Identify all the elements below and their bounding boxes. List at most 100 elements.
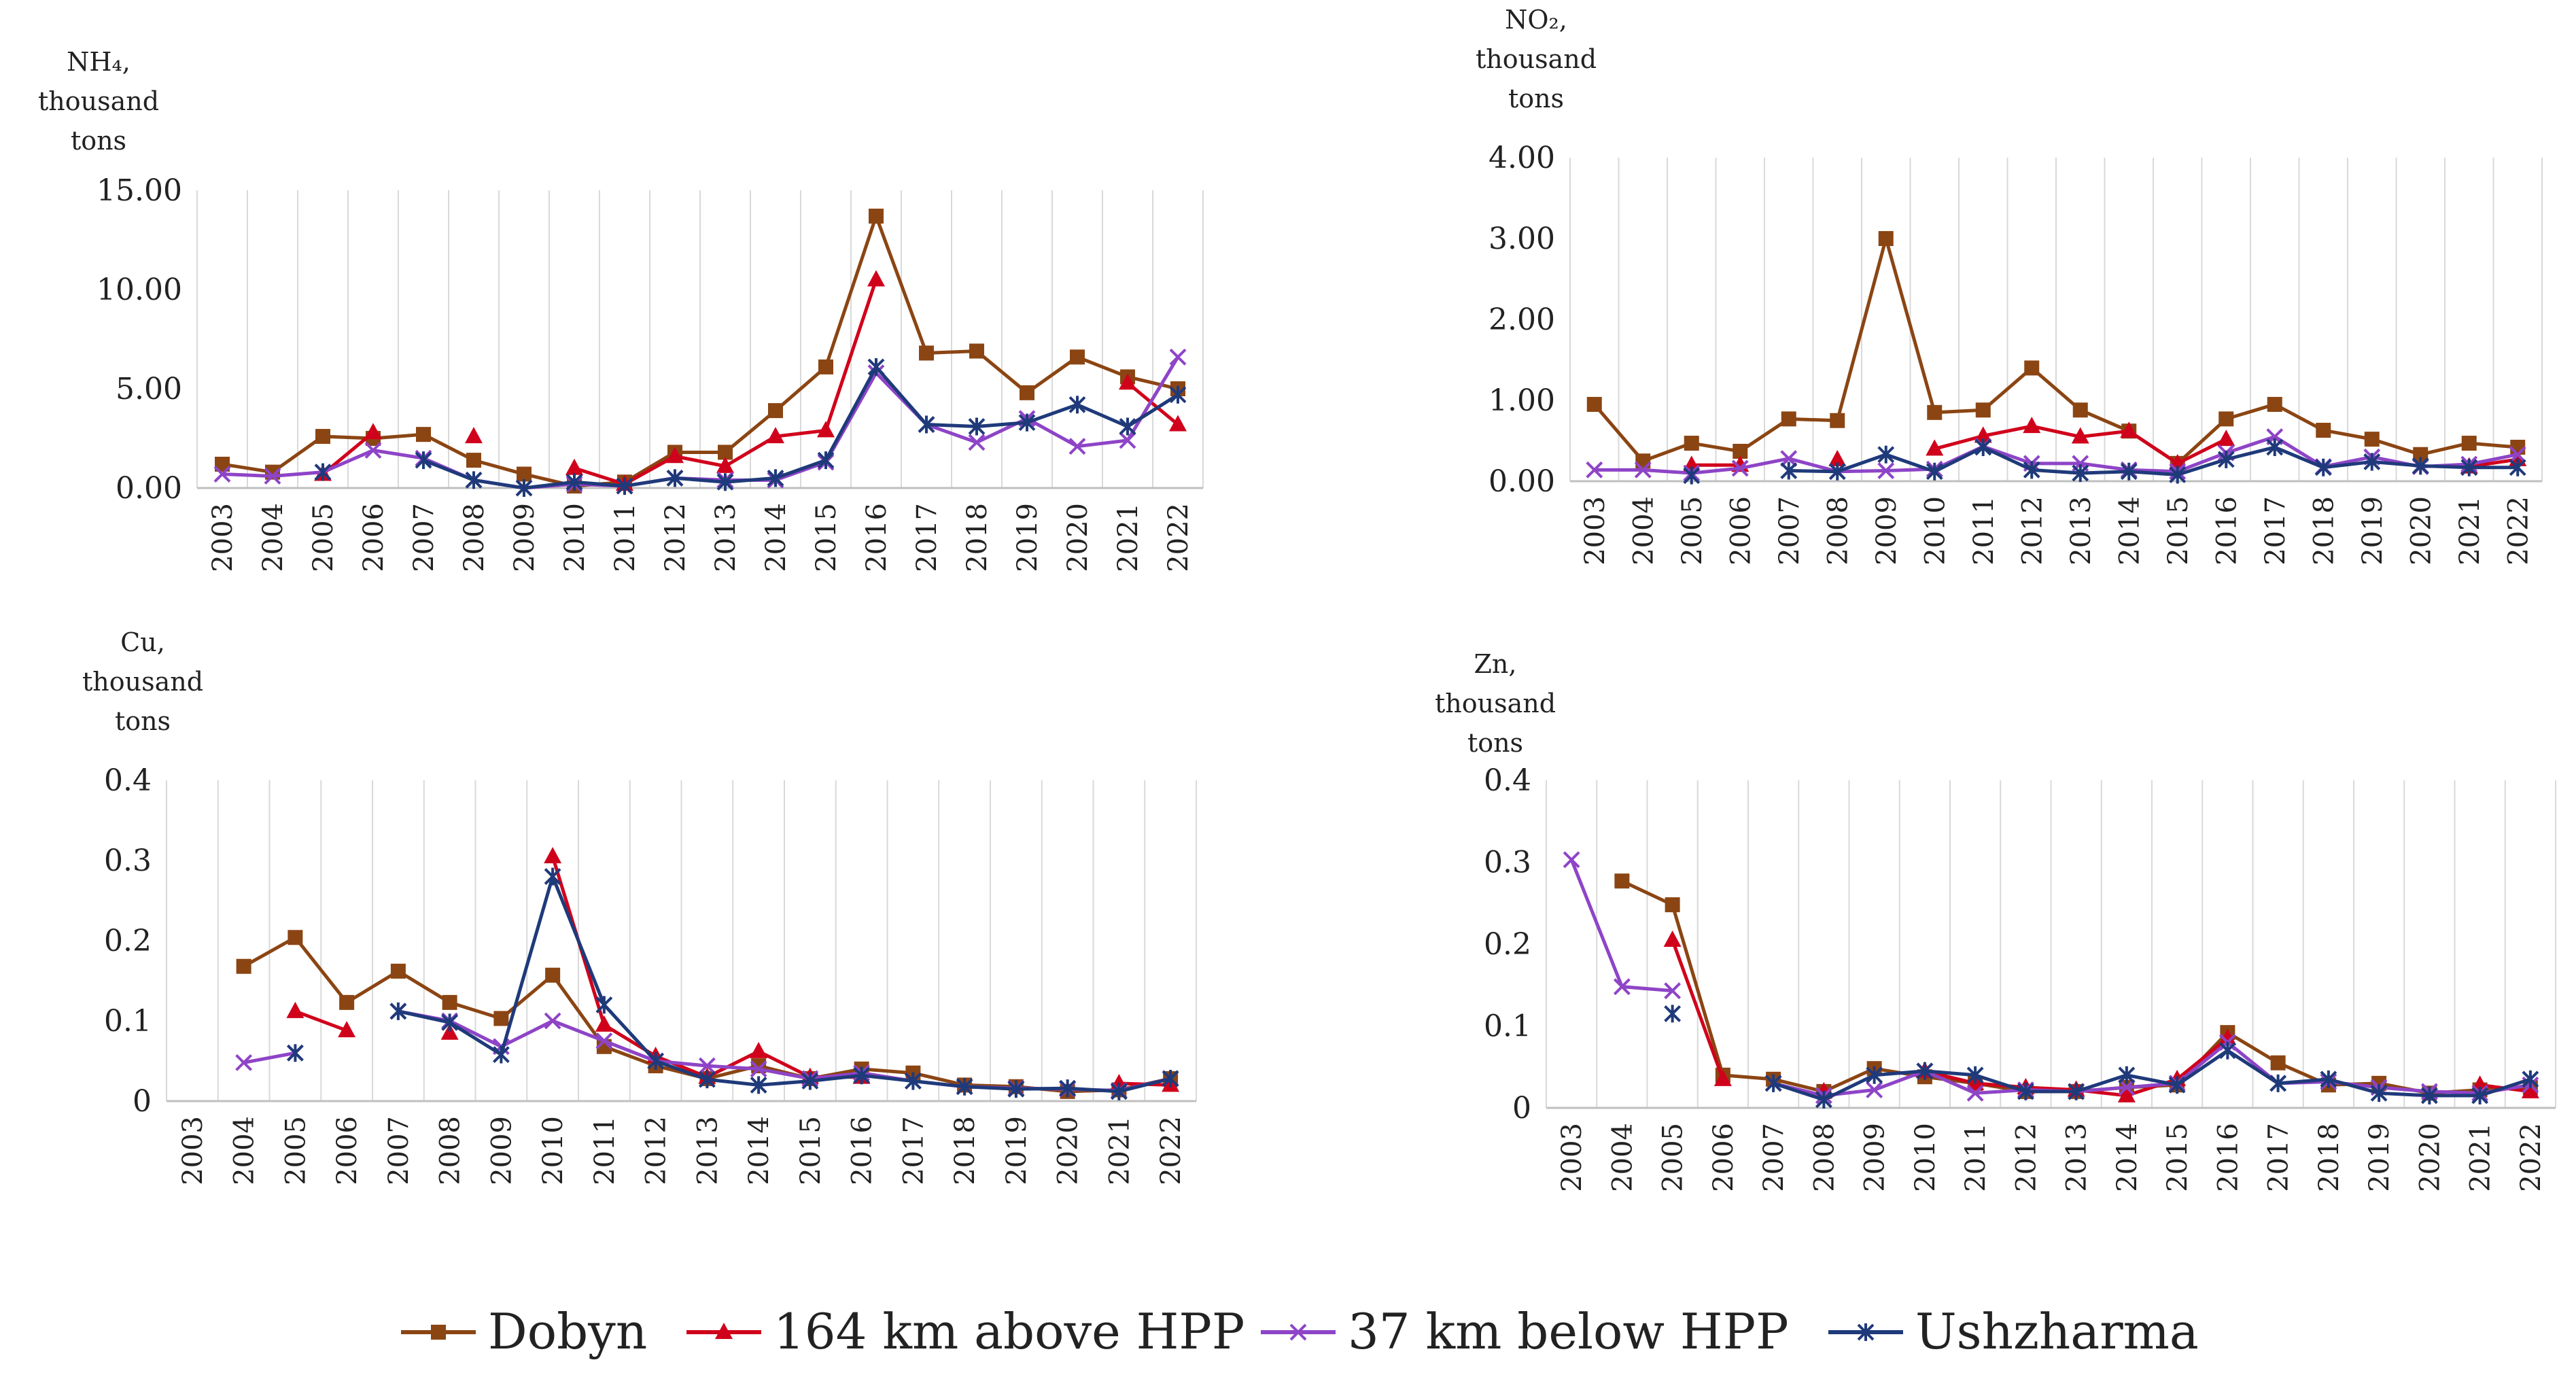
x-tick-label: 2014: [744, 1116, 775, 1185]
data-point: [1007, 1080, 1025, 1098]
x-tick-label: 2020: [2414, 1123, 2446, 1192]
data-point: [2120, 462, 2138, 481]
x-tick-label: 2015: [2162, 1123, 2193, 1192]
series-line-segment: [824, 365, 878, 462]
x-tick-label: 2006: [1725, 496, 1756, 566]
data-point: [853, 1066, 871, 1085]
data-point: [750, 1041, 768, 1058]
series-line-segment: [1075, 402, 1130, 428]
x-tick-label: 2009: [486, 1116, 517, 1185]
data-point: [565, 458, 583, 475]
data-point: [750, 1076, 767, 1094]
y-tick-label: 0.4: [1484, 763, 1531, 798]
series-line-segment: [1822, 1073, 1877, 1102]
x-tick-label: 2015: [795, 1116, 826, 1185]
data-point: [2266, 438, 2284, 457]
data-point: [1586, 396, 1602, 412]
data-point: [698, 1071, 716, 1089]
legend-item: 164 km above HPP: [686, 1303, 1245, 1360]
data-point: [918, 415, 935, 434]
series-line-segment: [773, 428, 828, 438]
series-line-segment: [2224, 402, 2277, 421]
data-point: [1665, 897, 1680, 913]
x-tick-label: 2018: [962, 503, 993, 572]
series-line-segment: [421, 432, 476, 462]
data-point: [1169, 415, 1187, 432]
legend-marker: [431, 1325, 446, 1340]
y-tick-label: 0: [1512, 1091, 1531, 1126]
series-line-segment: [2225, 1049, 2280, 1085]
data-point: [2363, 453, 2381, 471]
series-ushzharma: [314, 358, 1187, 497]
y-tick-label: 0.3: [1484, 846, 1531, 880]
data-point: [390, 963, 406, 979]
data-point: [1020, 385, 1034, 400]
series-line-segment: [271, 470, 325, 478]
data-point: [2169, 466, 2187, 484]
data-point: [215, 456, 230, 472]
series-line-segment: [654, 1059, 709, 1081]
y-tick-label: 0: [133, 1084, 152, 1119]
series-line-segment: [1923, 1069, 1977, 1095]
series-line-segment: [756, 1067, 812, 1081]
data-point: [750, 1060, 767, 1078]
x-tick-label: 2022: [1155, 1116, 1187, 1185]
data-point: [2024, 360, 2040, 376]
series-line-segment: [271, 434, 325, 474]
data-point: [1926, 439, 1944, 456]
x-tick-label: 2003: [1556, 1123, 1588, 1192]
data-point: [595, 1015, 613, 1032]
x-tick-label: 2003: [1580, 496, 1611, 566]
y-tick-label: 0.2: [1484, 927, 1531, 962]
x-tick-label: 2021: [1113, 503, 1144, 572]
series-line-segment: [2125, 1073, 2179, 1087]
data-point: [1974, 426, 1992, 443]
series-line-segment: [2418, 441, 2471, 457]
series-line-segment: [499, 973, 555, 1020]
x-tick-label: 2017: [911, 503, 943, 572]
data-point: [1683, 466, 1701, 485]
series-line-segment: [1671, 938, 1725, 1081]
data-point: [2412, 457, 2429, 475]
series-line-segment: [448, 1000, 503, 1020]
x-tick-label: 2016: [2212, 1123, 2244, 1192]
series-ushzharma: [1664, 1005, 2539, 1109]
data-point: [2320, 1070, 2337, 1088]
data-point: [1713, 1069, 1732, 1086]
series-line-segment: [773, 458, 828, 480]
data-point: [2117, 1085, 2136, 1102]
series-line-segment: [2078, 462, 2131, 472]
data-point: [2168, 1076, 2186, 1094]
series-line-segment: [1822, 1066, 1877, 1094]
data-point: [647, 1052, 665, 1070]
x-tick-label: 2017: [898, 1116, 929, 1185]
data-point: [236, 958, 251, 974]
data-point: [1781, 411, 1796, 427]
series-line-segment: [1671, 903, 1725, 1077]
series-line-segment: [1981, 424, 2034, 438]
x-tick-label: 2015: [811, 503, 842, 572]
x-tick-label: 2007: [1774, 496, 1805, 566]
x-tick-label: 2022: [1163, 503, 1194, 572]
series-line-segment: [1787, 469, 1839, 474]
data-point: [364, 442, 382, 459]
series-line-segment: [1075, 438, 1130, 449]
series-line-segment: [1620, 879, 1675, 907]
x-tick-label: 2010: [538, 1116, 569, 1185]
series-line-segment: [2370, 459, 2422, 468]
data-point: [818, 359, 833, 375]
x-tick-label: 2003: [177, 1116, 209, 1185]
y-tick-label: 0.1: [1484, 1009, 1531, 1044]
series-line-segment: [2175, 1037, 2229, 1081]
series-164-km-above-hpp: [286, 847, 1180, 1092]
series-line-segment: [1932, 408, 1985, 415]
x-tick-label: 2007: [408, 503, 440, 572]
series-line-segment: [2023, 1085, 2078, 1092]
series-line-segment: [1981, 366, 2034, 412]
x-tick-label: 2020: [2405, 496, 2437, 566]
data-point: [544, 847, 562, 864]
series-line-segment: [924, 423, 979, 445]
data-point: [416, 427, 431, 442]
x-tick-label: 2005: [308, 503, 339, 572]
series-line-segment: [2074, 1073, 2129, 1094]
